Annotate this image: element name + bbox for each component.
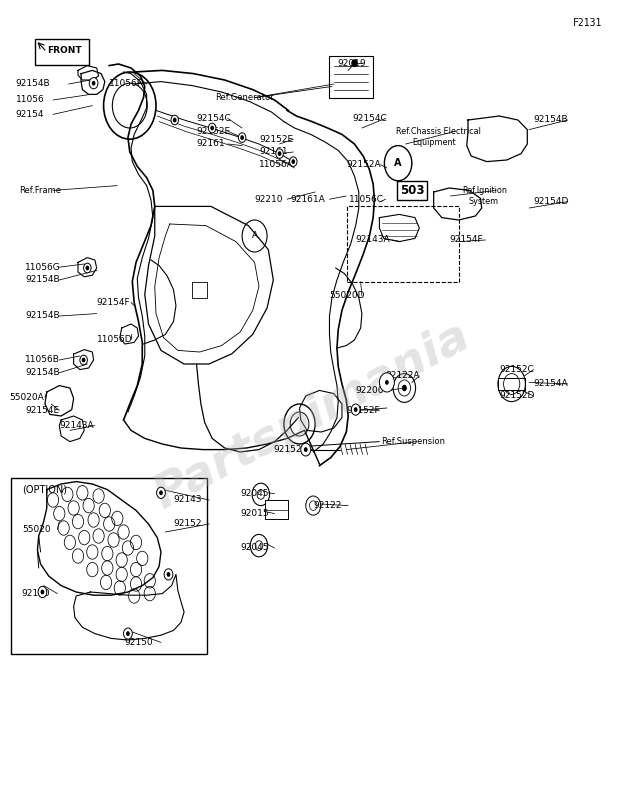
Text: 92152E: 92152E bbox=[259, 134, 293, 144]
Text: 92152B: 92152B bbox=[273, 445, 308, 454]
Circle shape bbox=[85, 266, 89, 270]
Text: FRONT: FRONT bbox=[47, 46, 82, 55]
Circle shape bbox=[157, 487, 165, 498]
Text: 92045: 92045 bbox=[240, 543, 269, 553]
Text: 92154F: 92154F bbox=[97, 298, 130, 307]
Text: 92152: 92152 bbox=[173, 519, 202, 529]
Circle shape bbox=[41, 590, 44, 594]
Circle shape bbox=[402, 385, 407, 391]
Text: 92015: 92015 bbox=[240, 509, 269, 518]
Text: 92154A: 92154A bbox=[534, 379, 568, 389]
Text: 11056B: 11056B bbox=[25, 355, 60, 365]
Text: 92019: 92019 bbox=[337, 58, 366, 68]
Text: Partspimania: Partspimania bbox=[147, 314, 477, 518]
Circle shape bbox=[164, 569, 173, 580]
Text: 92045: 92045 bbox=[240, 489, 269, 498]
Circle shape bbox=[208, 123, 216, 133]
Text: 92154E: 92154E bbox=[25, 406, 59, 415]
Circle shape bbox=[385, 380, 389, 385]
Circle shape bbox=[80, 355, 87, 365]
FancyBboxPatch shape bbox=[265, 500, 288, 519]
Text: 11056D: 11056D bbox=[97, 334, 132, 344]
Text: 92152C: 92152C bbox=[499, 365, 534, 374]
Text: 92154: 92154 bbox=[16, 110, 44, 119]
Text: 503: 503 bbox=[399, 184, 424, 197]
Circle shape bbox=[354, 407, 358, 412]
Text: 92161A: 92161A bbox=[291, 194, 326, 204]
Circle shape bbox=[124, 628, 132, 639]
Text: 55020A: 55020A bbox=[9, 393, 44, 402]
Text: 92154C: 92154C bbox=[353, 114, 388, 123]
Circle shape bbox=[379, 373, 394, 392]
Text: 92143A: 92143A bbox=[59, 421, 94, 430]
Text: 92200: 92200 bbox=[356, 386, 384, 395]
Text: 92154C: 92154C bbox=[197, 114, 232, 123]
Text: 92152E: 92152E bbox=[197, 126, 231, 136]
Text: F2131: F2131 bbox=[573, 18, 602, 27]
Circle shape bbox=[210, 126, 214, 130]
Circle shape bbox=[291, 159, 295, 164]
Circle shape bbox=[301, 443, 311, 456]
Circle shape bbox=[304, 447, 308, 452]
Text: 92154B: 92154B bbox=[25, 368, 59, 378]
Text: 92143: 92143 bbox=[173, 495, 202, 505]
Circle shape bbox=[240, 135, 244, 140]
Text: 92210: 92210 bbox=[255, 194, 283, 204]
Circle shape bbox=[82, 358, 85, 362]
Text: Ref.Ignition: Ref.Ignition bbox=[462, 186, 507, 195]
Text: 11056G: 11056G bbox=[25, 262, 61, 272]
Circle shape bbox=[38, 586, 47, 598]
Circle shape bbox=[159, 490, 163, 495]
Text: 92152F: 92152F bbox=[346, 406, 380, 415]
Circle shape bbox=[167, 572, 170, 577]
Text: Ref.Suspension: Ref.Suspension bbox=[381, 437, 445, 446]
Text: 92150: 92150 bbox=[125, 638, 154, 647]
Text: 11056: 11056 bbox=[16, 95, 44, 105]
Circle shape bbox=[238, 133, 246, 142]
Circle shape bbox=[278, 151, 281, 156]
Text: 92154B: 92154B bbox=[16, 79, 50, 89]
Text: Ref.Chassis Electrical: Ref.Chassis Electrical bbox=[396, 126, 481, 136]
Text: 11056C: 11056C bbox=[349, 194, 384, 204]
Circle shape bbox=[84, 263, 91, 273]
Text: 11056A: 11056A bbox=[259, 160, 294, 170]
Text: Equipment: Equipment bbox=[412, 138, 456, 147]
FancyBboxPatch shape bbox=[35, 39, 89, 65]
Circle shape bbox=[351, 404, 360, 415]
Text: 92122: 92122 bbox=[313, 501, 341, 510]
Text: 92161: 92161 bbox=[259, 147, 288, 157]
Circle shape bbox=[126, 631, 130, 636]
Circle shape bbox=[290, 157, 297, 166]
Text: 92154B: 92154B bbox=[25, 311, 59, 321]
Text: A: A bbox=[251, 231, 258, 241]
Text: A: A bbox=[394, 158, 402, 168]
Text: 55020D: 55020D bbox=[329, 291, 365, 301]
Text: 92150: 92150 bbox=[22, 589, 51, 598]
Text: 92152A: 92152A bbox=[346, 160, 381, 170]
Text: System: System bbox=[469, 197, 499, 206]
Circle shape bbox=[89, 78, 98, 89]
Circle shape bbox=[173, 118, 177, 122]
Text: Ref.Generator: Ref.Generator bbox=[215, 93, 274, 102]
Text: 92154B: 92154B bbox=[25, 275, 59, 285]
Circle shape bbox=[171, 115, 178, 125]
Text: 11056F: 11056F bbox=[109, 79, 143, 89]
Text: Ref.Frame: Ref.Frame bbox=[19, 186, 61, 195]
Text: 92154F: 92154F bbox=[449, 235, 483, 245]
FancyBboxPatch shape bbox=[329, 56, 373, 98]
Circle shape bbox=[92, 81, 95, 86]
Text: 92154B: 92154B bbox=[534, 115, 568, 125]
Text: 92122A: 92122A bbox=[386, 371, 420, 381]
Text: 92154D: 92154D bbox=[534, 197, 569, 206]
Text: 92161: 92161 bbox=[197, 139, 225, 149]
Text: 92152D: 92152D bbox=[499, 391, 535, 401]
Text: 92143A: 92143A bbox=[356, 235, 390, 245]
Circle shape bbox=[276, 149, 283, 158]
FancyBboxPatch shape bbox=[11, 478, 207, 654]
Text: 55020: 55020 bbox=[22, 525, 51, 534]
Circle shape bbox=[352, 60, 357, 66]
Text: (OPTION): (OPTION) bbox=[22, 485, 67, 494]
